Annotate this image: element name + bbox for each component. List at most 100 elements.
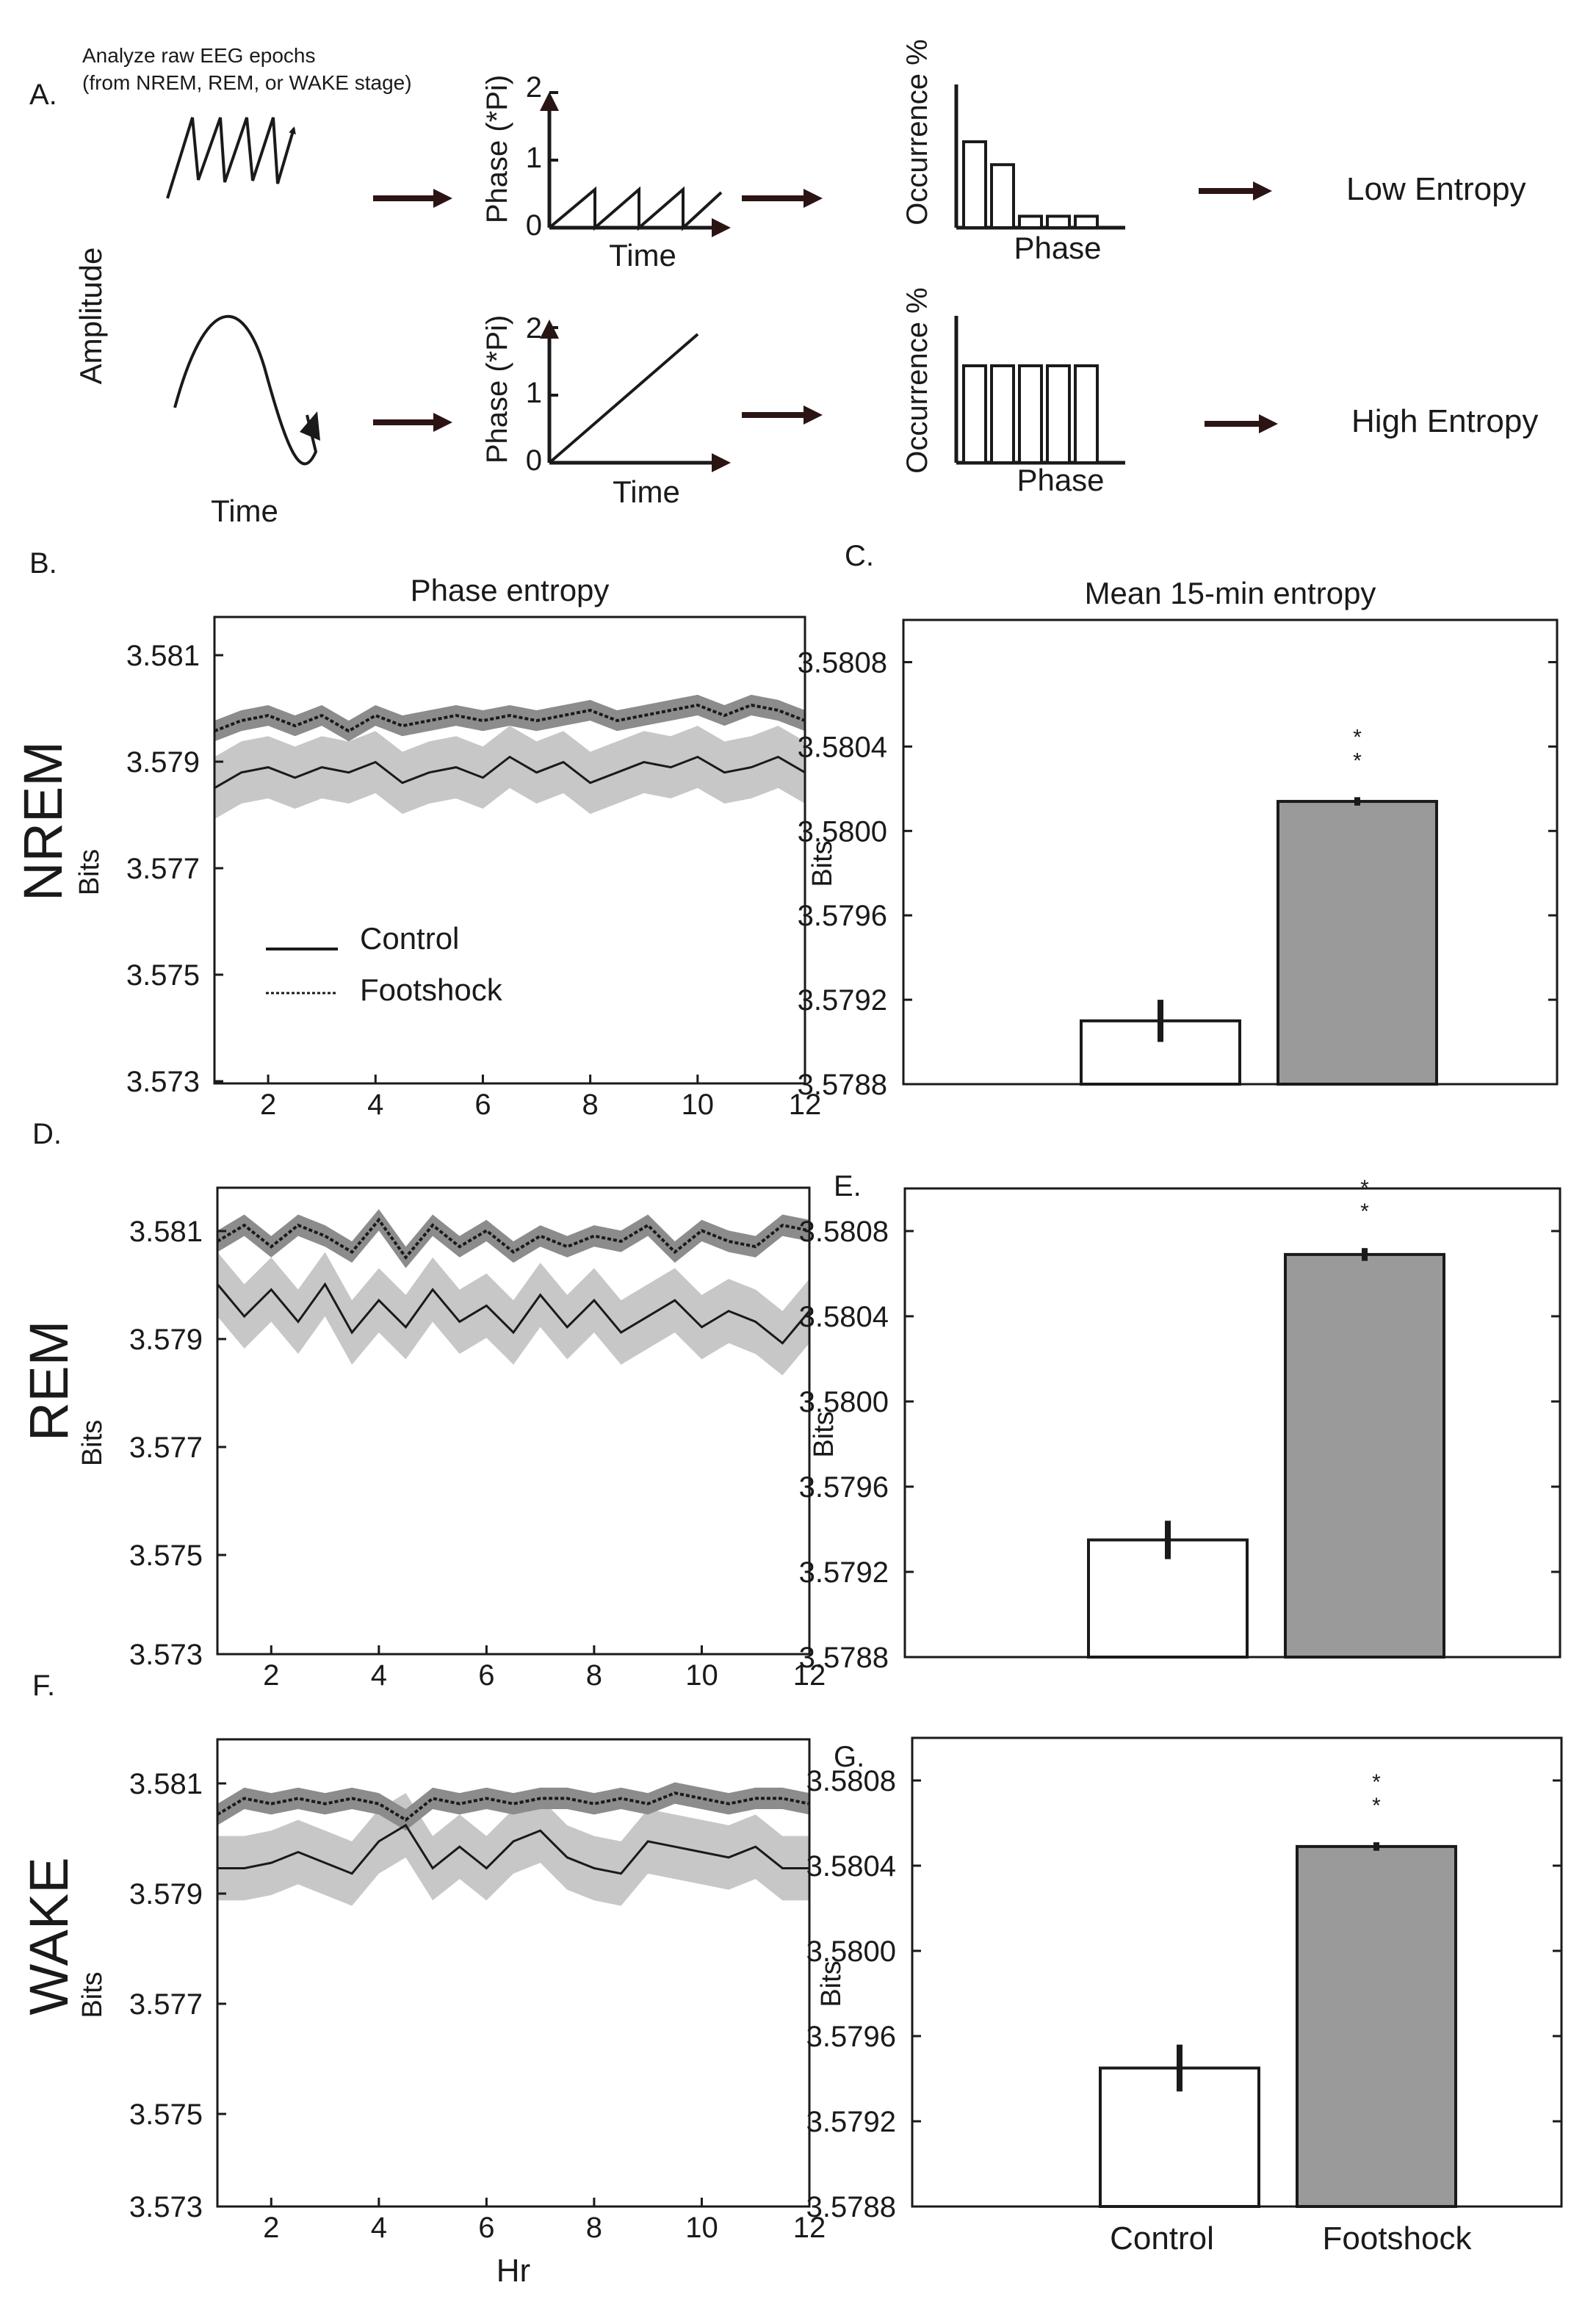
significance-marker: * bbox=[1353, 725, 1362, 749]
sine-arrowhead-icon bbox=[300, 411, 320, 441]
y-tick-label: 3.575 bbox=[126, 959, 200, 992]
y-tick-label: 3.5808 bbox=[799, 1216, 889, 1248]
phase-tick: 1 bbox=[526, 377, 542, 409]
panel-a: A. Analyze raw EEG epochs (from NREM, RE… bbox=[29, 39, 1538, 528]
y-tick-label: 3.577 bbox=[126, 853, 200, 885]
x-tick-label: 10 bbox=[685, 2212, 718, 2244]
footshock-sem-band bbox=[217, 1782, 809, 1831]
histogram-phase-label: Phase bbox=[1017, 463, 1104, 497]
panel-e-rem-mean-entropy: **3.58083.58043.58003.57963.57923.5788Bi… bbox=[799, 1170, 1561, 1674]
y-axis-label: Bits bbox=[77, 1420, 108, 1466]
x-tick-label: 4 bbox=[371, 1659, 387, 1692]
x-tick-label: 12 bbox=[789, 1089, 822, 1121]
significance-marker: * bbox=[1372, 1794, 1381, 1818]
bar-footshock bbox=[1277, 800, 1438, 1086]
footshock-sem-band bbox=[214, 694, 805, 742]
histogram-bar bbox=[1018, 214, 1043, 229]
legend: Control Footshock bbox=[266, 921, 503, 1007]
histogram-low-entropy bbox=[954, 84, 1125, 230]
phase-time-label: Time bbox=[613, 474, 680, 509]
occurrence-label: Occurrence % bbox=[901, 39, 934, 225]
histogram-bar bbox=[1018, 364, 1043, 464]
category-label-control: Control bbox=[1110, 2220, 1214, 2256]
control-sem-band bbox=[214, 726, 805, 820]
histogram-bar bbox=[1074, 214, 1099, 229]
footshock-sem-band bbox=[217, 1209, 809, 1269]
y-axis-label: Bits bbox=[809, 1411, 839, 1457]
y-tick-label: 3.5808 bbox=[806, 1765, 896, 1797]
sine-signal bbox=[173, 314, 318, 466]
histogram-high-entropy bbox=[954, 316, 1125, 465]
plot-frame bbox=[903, 1187, 1561, 1659]
y-tick-label: 3.575 bbox=[129, 1540, 203, 1572]
chart-title: Phase entropy bbox=[411, 573, 610, 607]
control-series-line bbox=[216, 1282, 811, 1345]
x-axis-label: Hr bbox=[497, 2253, 530, 2289]
y-tick-label: 3.5800 bbox=[799, 1386, 889, 1418]
sawtooth-signal bbox=[166, 117, 296, 199]
x-tick-label: 10 bbox=[682, 1089, 715, 1121]
phase-axis-label: Phase (*Pi) bbox=[481, 75, 513, 223]
x-tick-label: 10 bbox=[685, 1659, 718, 1692]
y-tick-label: 3.5796 bbox=[798, 900, 887, 932]
histogram-bar bbox=[962, 140, 987, 229]
y-tick-label: 3.5792 bbox=[798, 984, 887, 1017]
panel-f-wake-phase-entropy: 3.581 3.579 3.577 3.575 3.573 2 4 6 8 10 12 Bits Hr F… bbox=[32, 1670, 826, 2289]
raw-time-label: Time bbox=[211, 494, 278, 528]
y-tick-label: 3.581 bbox=[129, 1768, 203, 1800]
plot-frame bbox=[213, 616, 806, 1085]
x-tick-label: 2 bbox=[263, 1659, 279, 1692]
chart-title: Mean 15-min entropy bbox=[1085, 576, 1376, 610]
significance-marker: * bbox=[1360, 1199, 1369, 1224]
x-tick-label: 6 bbox=[474, 1089, 491, 1121]
y-tick-label: 3.573 bbox=[126, 1066, 200, 1098]
occurrence-label: Occurrence % bbox=[901, 287, 934, 473]
x-tick-label: 12 bbox=[793, 2212, 826, 2244]
x-tick-label: 2 bbox=[263, 2212, 279, 2244]
y-axis-label: Bits bbox=[77, 1971, 108, 2018]
phase-tick: 0 bbox=[526, 209, 542, 242]
high-entropy-label: High Entropy bbox=[1351, 403, 1538, 439]
histogram-bar bbox=[990, 364, 1015, 464]
bar-control bbox=[1087, 1538, 1249, 1659]
plot-frame bbox=[216, 1186, 811, 1656]
x-tick-label: 6 bbox=[478, 2212, 494, 2244]
y-tick-label: 3.5800 bbox=[806, 1935, 896, 1968]
category-label-footshock: Footshock bbox=[1323, 2220, 1473, 2256]
y-tick-label: 3.579 bbox=[126, 746, 200, 779]
phase-plot-sine: 2 1 0 Phase (*Pi) Time bbox=[481, 312, 731, 509]
y-tick-label: 3.5792 bbox=[806, 2106, 896, 2138]
y-tick-label: 3.5808 bbox=[798, 646, 887, 679]
y-tick-label: 3.577 bbox=[129, 1432, 203, 1464]
x-tick-label: 4 bbox=[367, 1089, 383, 1121]
row-title-rem: REM bbox=[18, 1321, 79, 1441]
x-tick-label: 8 bbox=[586, 1659, 602, 1692]
x-tick-label: 2 bbox=[260, 1089, 276, 1121]
y-tick-label: 3.5804 bbox=[806, 1850, 896, 1883]
analyze-note-line1: Analyze raw EEG epochs bbox=[82, 44, 316, 67]
phase-tick: 2 bbox=[526, 71, 542, 104]
y-tick-label: 3.579 bbox=[129, 1878, 203, 1910]
histogram-bar bbox=[990, 163, 1015, 229]
panel-letter: F. bbox=[32, 1670, 55, 1702]
y-tick-label: 3.579 bbox=[129, 1324, 203, 1356]
bar-footshock bbox=[1284, 1252, 1445, 1659]
phase-tick: 2 bbox=[526, 312, 542, 344]
x-tick-label: 4 bbox=[371, 2212, 387, 2244]
y-axis-label: Bits bbox=[74, 849, 105, 895]
row-title-nrem: NREM bbox=[12, 741, 73, 901]
x-tick-label: 12 bbox=[793, 1659, 826, 1692]
analyze-note-line2: (from NREM, REM, or WAKE stage) bbox=[82, 71, 412, 94]
legend-control-label: Control bbox=[360, 921, 459, 956]
y-tick-label: 3.5800 bbox=[798, 815, 887, 848]
y-axis-label: Bits bbox=[807, 840, 838, 887]
x-tick-label: 8 bbox=[582, 1089, 599, 1121]
y-axis-label: Bits bbox=[816, 1960, 847, 2007]
significance-marker: * bbox=[1372, 1770, 1381, 1794]
phase-axis-label: Phase (*Pi) bbox=[481, 315, 513, 463]
panel-c-nrem-mean-entropy: ** 3.5808 3.5804 3.5800 3.5796 3.5792 3.5788 Bi… bbox=[798, 540, 1559, 1101]
control-series-line bbox=[217, 1823, 809, 1875]
y-tick-label: 3.5788 bbox=[806, 2191, 896, 2223]
phase-tick: 0 bbox=[526, 444, 542, 477]
